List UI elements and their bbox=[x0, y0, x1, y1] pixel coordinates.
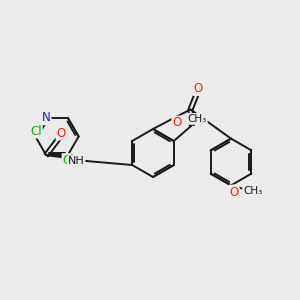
Text: CH₃: CH₃ bbox=[243, 186, 262, 197]
Text: Cl: Cl bbox=[63, 154, 74, 167]
Text: O: O bbox=[57, 127, 66, 140]
Text: Cl: Cl bbox=[30, 124, 42, 138]
Text: NH: NH bbox=[68, 156, 85, 166]
Text: O: O bbox=[172, 116, 182, 130]
Text: O: O bbox=[230, 185, 238, 199]
Text: N: N bbox=[42, 111, 51, 124]
Text: CH₃: CH₃ bbox=[188, 114, 207, 124]
Text: O: O bbox=[194, 82, 203, 95]
